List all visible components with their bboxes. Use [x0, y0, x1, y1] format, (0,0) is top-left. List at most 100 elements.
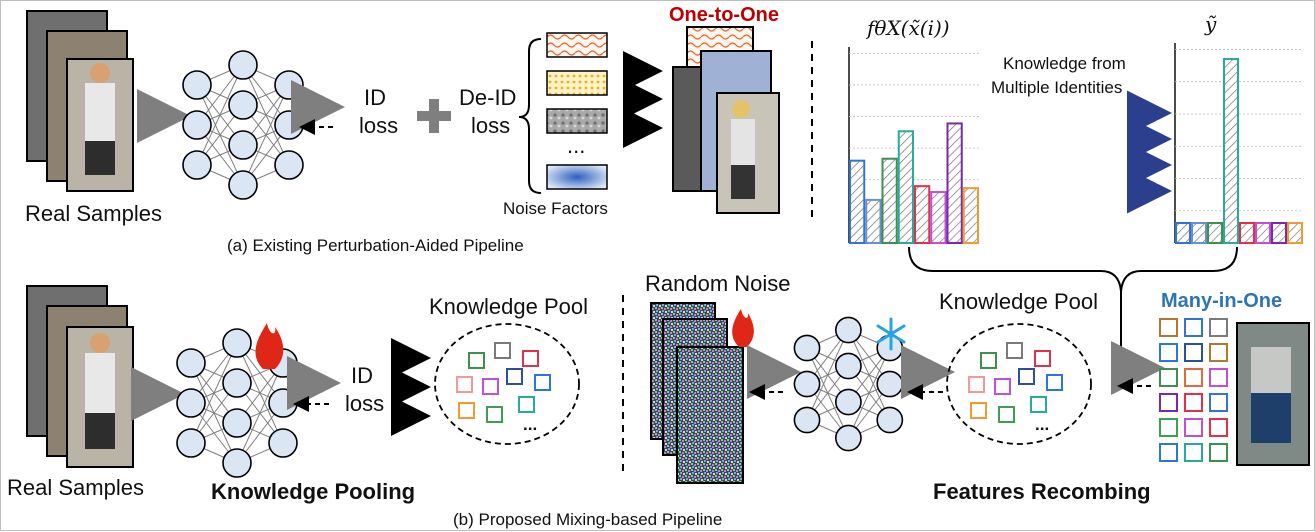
mosaic-square — [1209, 393, 1228, 412]
network-node — [222, 408, 252, 438]
knowledge-pool-left — [434, 323, 580, 445]
knowledge-pooling-label: Knowledge Pooling — [211, 479, 415, 504]
knowledge-text-line2: Multiple Identities — [991, 78, 1122, 97]
deid-loss-line2: loss — [471, 113, 510, 138]
network-node — [274, 70, 304, 100]
network-node — [176, 428, 206, 458]
mosaic-square — [1184, 343, 1203, 362]
chart-bar-fill — [932, 193, 945, 242]
frozen-network-icon — [793, 316, 904, 452]
chart-bar-fill — [883, 159, 896, 242]
network-node — [876, 370, 904, 398]
knowledge-pool-right-label: Knowledge Pool — [939, 289, 1098, 314]
mosaic-square — [1209, 343, 1228, 362]
plus-icon — [417, 99, 451, 133]
one-to-one-label: One-to-One — [669, 4, 779, 26]
caption-a: (a) Existing Perturbation-Aided Pipeline — [227, 236, 524, 255]
chart-bar-fill — [964, 189, 977, 242]
network-node — [835, 388, 862, 416]
neural-network-icon — [182, 50, 304, 200]
id-loss-line1-top: ID — [364, 85, 386, 110]
mosaic-square — [1159, 343, 1178, 362]
mosaic-square — [1184, 418, 1203, 437]
knowledge-text-line1: Knowledge from — [1003, 54, 1126, 73]
brace-icon — [518, 38, 542, 194]
knowledge-square — [468, 352, 485, 369]
knowledge-square — [1006, 342, 1023, 359]
network-node — [182, 110, 212, 140]
deid-loss-line1: De-ID — [459, 85, 516, 110]
flame-icon — [732, 309, 754, 347]
network-node — [274, 150, 304, 180]
id-loss-line2-top: loss — [359, 113, 398, 138]
chart-bar-fill — [1273, 224, 1285, 242]
knowledge-pool-left-items — [456, 342, 551, 423]
chart-bar-fill — [948, 124, 961, 242]
chart-right-label: ỹ — [1204, 12, 1217, 36]
network-node — [835, 424, 862, 452]
network-node — [835, 352, 862, 380]
chart-bar-fill — [1193, 224, 1205, 242]
network-node — [222, 448, 252, 478]
network-node — [228, 170, 258, 200]
noise-factor-gray — [546, 108, 608, 134]
chart-bar-fill — [899, 132, 912, 242]
knowledge-square — [506, 368, 523, 385]
noise-factors-label: Noise Factors — [503, 199, 608, 218]
knowledge-square — [518, 396, 535, 413]
perturbed-images-stack — [672, 26, 780, 214]
knowledge-square — [968, 376, 985, 393]
knowledge-square — [522, 350, 539, 367]
caption-b: (b) Proposed Mixing-based Pipeline — [453, 510, 722, 529]
flame-icon — [255, 323, 284, 369]
knowledge-square — [494, 342, 511, 359]
chart-bar-fill — [916, 187, 929, 242]
chart-bar-fill — [1241, 224, 1253, 242]
snowflake-icon — [876, 317, 906, 351]
knowledge-square — [994, 378, 1011, 395]
noise-factor-dots — [546, 70, 608, 96]
chart-bar-fill — [1257, 224, 1269, 242]
network-node — [176, 388, 206, 418]
many-in-one-image — [1236, 322, 1310, 466]
knowledge-square — [1046, 374, 1063, 391]
network-node — [228, 130, 258, 160]
knowledge-pool-right — [946, 323, 1092, 445]
knowledge-square — [458, 402, 475, 419]
network-node — [222, 368, 252, 398]
knowledge-square — [482, 378, 499, 395]
network-node — [876, 406, 904, 434]
network-node — [835, 316, 862, 344]
chart-bar-fill — [1225, 60, 1237, 242]
mosaic-square — [1209, 318, 1228, 337]
many-in-one-mosaic — [1159, 318, 1228, 462]
mosaic-square — [1209, 368, 1228, 387]
knowledge-pool-right-ellipsis: ... — [1035, 415, 1049, 434]
chart-bar-fill — [1177, 224, 1189, 242]
mosaic-square — [1159, 368, 1178, 387]
knowledge-square — [998, 406, 1015, 423]
knowledge-square — [1030, 396, 1047, 413]
noise-factors-ellipsis: ... — [567, 133, 585, 158]
knowledge-square — [1034, 350, 1051, 367]
network-node — [182, 70, 212, 100]
network-node — [793, 334, 821, 362]
knowledge-square — [456, 376, 473, 393]
network-node — [268, 388, 298, 418]
chart-left — [848, 47, 979, 245]
many-in-one-label: Many-in-One — [1161, 290, 1282, 312]
real-samples-label-bottom: Real Samples — [7, 475, 144, 500]
chart-right — [1174, 43, 1303, 244]
random-noise-label: Random Noise — [645, 271, 791, 296]
chart-bar-fill — [867, 200, 880, 242]
chart-left-label: fθX(x̃(i)) — [865, 16, 950, 40]
knowledge-square — [980, 352, 997, 369]
features-recombing-label: Features Recombing — [933, 479, 1151, 504]
knowledge-square — [534, 374, 551, 391]
real-samples-image-bottom — [26, 285, 134, 468]
mosaic-square — [1209, 443, 1228, 462]
knowledge-pool-left-ellipsis: ... — [523, 415, 537, 434]
network-node — [222, 328, 252, 358]
chart-bar-fill — [851, 161, 864, 242]
